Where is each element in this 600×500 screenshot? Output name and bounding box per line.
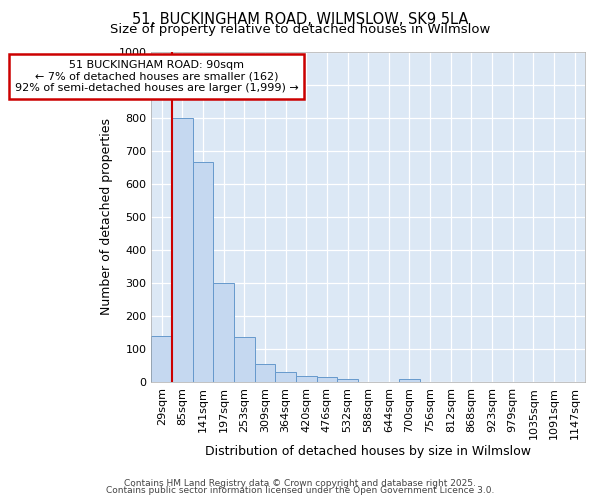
Bar <box>193 162 213 382</box>
Bar <box>151 336 172 382</box>
Bar <box>254 364 275 382</box>
Y-axis label: Number of detached properties: Number of detached properties <box>100 118 113 316</box>
Bar <box>337 380 358 382</box>
Bar <box>296 376 317 382</box>
Text: 51 BUCKINGHAM ROAD: 90sqm
← 7% of detached houses are smaller (162)
92% of semi-: 51 BUCKINGHAM ROAD: 90sqm ← 7% of detach… <box>14 60 298 93</box>
Bar <box>317 377 337 382</box>
Bar <box>172 118 193 382</box>
Bar <box>399 379 420 382</box>
Text: 51, BUCKINGHAM ROAD, WILMSLOW, SK9 5LA: 51, BUCKINGHAM ROAD, WILMSLOW, SK9 5LA <box>132 12 468 28</box>
Bar <box>275 372 296 382</box>
Bar <box>213 283 234 382</box>
Text: Contains HM Land Registry data © Crown copyright and database right 2025.: Contains HM Land Registry data © Crown c… <box>124 478 476 488</box>
Text: Size of property relative to detached houses in Wilmslow: Size of property relative to detached ho… <box>110 22 490 36</box>
Bar <box>234 338 254 382</box>
Text: Contains public sector information licensed under the Open Government Licence 3.: Contains public sector information licen… <box>106 486 494 495</box>
X-axis label: Distribution of detached houses by size in Wilmslow: Distribution of detached houses by size … <box>205 444 531 458</box>
